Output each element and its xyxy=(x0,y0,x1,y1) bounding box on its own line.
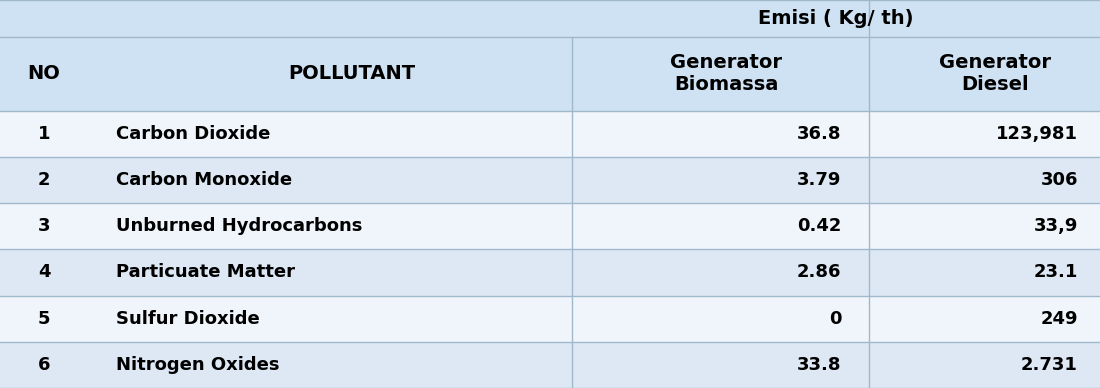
Text: 0.42: 0.42 xyxy=(798,217,842,235)
Text: Particuate Matter: Particuate Matter xyxy=(116,263,295,281)
Text: 3.79: 3.79 xyxy=(798,171,842,189)
FancyBboxPatch shape xyxy=(0,296,1100,342)
Text: 249: 249 xyxy=(1041,310,1078,327)
Text: 6: 6 xyxy=(37,356,51,374)
Text: 3: 3 xyxy=(37,217,51,235)
FancyBboxPatch shape xyxy=(0,111,1100,157)
Text: 306: 306 xyxy=(1041,171,1078,189)
Text: 33,9: 33,9 xyxy=(1034,217,1078,235)
Text: Sulfur Dioxide: Sulfur Dioxide xyxy=(116,310,260,327)
Text: Nitrogen Oxides: Nitrogen Oxides xyxy=(116,356,279,374)
Text: Carbon Dioxide: Carbon Dioxide xyxy=(116,125,270,143)
FancyBboxPatch shape xyxy=(0,249,1100,296)
Text: Generator
Diesel: Generator Diesel xyxy=(939,53,1052,94)
Text: 2.731: 2.731 xyxy=(1021,356,1078,374)
Text: 123,981: 123,981 xyxy=(996,125,1078,143)
FancyBboxPatch shape xyxy=(0,342,1100,388)
Text: NO: NO xyxy=(28,64,60,83)
Text: Emisi ( Kg/ th): Emisi ( Kg/ th) xyxy=(758,9,914,28)
Text: 2.86: 2.86 xyxy=(798,263,842,281)
Text: 0: 0 xyxy=(829,310,842,327)
Text: 36.8: 36.8 xyxy=(798,125,842,143)
Text: Carbon Monoxide: Carbon Monoxide xyxy=(116,171,292,189)
FancyBboxPatch shape xyxy=(0,157,1100,203)
Text: 4: 4 xyxy=(37,263,51,281)
Text: 2: 2 xyxy=(37,171,51,189)
FancyBboxPatch shape xyxy=(0,203,1100,249)
Text: Unburned Hydrocarbons: Unburned Hydrocarbons xyxy=(116,217,362,235)
FancyBboxPatch shape xyxy=(0,0,1100,111)
Text: 33.8: 33.8 xyxy=(798,356,842,374)
Text: Generator
Biomassa: Generator Biomassa xyxy=(670,53,782,94)
Text: 1: 1 xyxy=(37,125,51,143)
Text: 5: 5 xyxy=(37,310,51,327)
Text: 23.1: 23.1 xyxy=(1034,263,1078,281)
Text: POLLUTANT: POLLUTANT xyxy=(288,64,416,83)
